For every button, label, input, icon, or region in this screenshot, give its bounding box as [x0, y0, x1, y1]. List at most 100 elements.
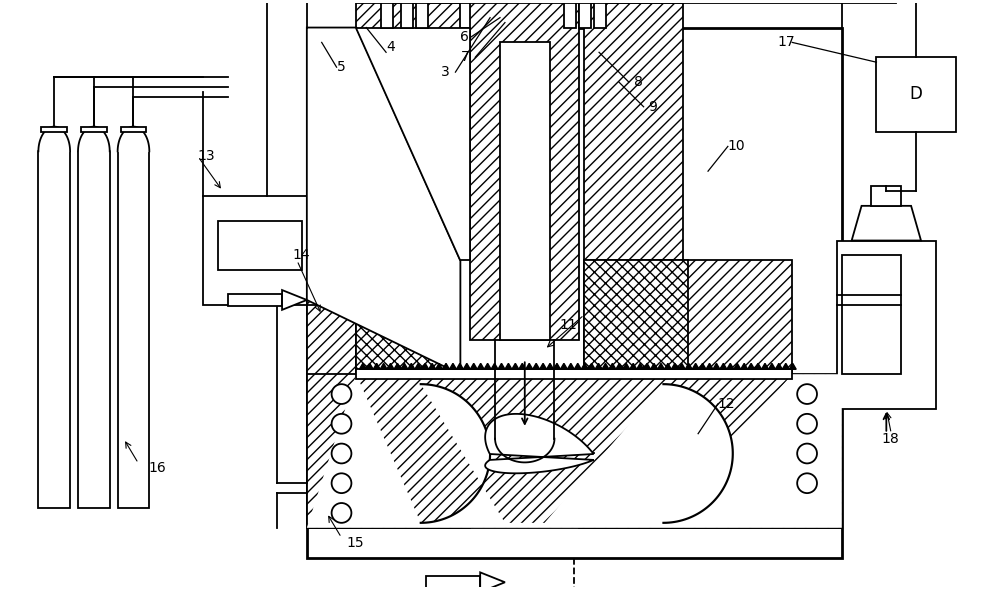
- Polygon shape: [720, 363, 727, 369]
- Polygon shape: [491, 363, 498, 369]
- Polygon shape: [307, 260, 470, 528]
- Polygon shape: [609, 363, 616, 369]
- Polygon shape: [533, 363, 540, 369]
- Polygon shape: [768, 363, 775, 369]
- Bar: [842, 255, 901, 374]
- Bar: [356, 260, 460, 374]
- Polygon shape: [526, 363, 533, 369]
- Polygon shape: [380, 363, 387, 369]
- Polygon shape: [485, 414, 594, 473]
- Polygon shape: [498, 363, 505, 369]
- Bar: [218, 221, 302, 270]
- Text: 7: 7: [460, 50, 469, 64]
- Text: 11: 11: [559, 318, 577, 332]
- Polygon shape: [685, 363, 692, 369]
- Circle shape: [797, 473, 817, 493]
- Polygon shape: [307, 28, 356, 528]
- Bar: [356, 3, 460, 260]
- Circle shape: [797, 384, 817, 404]
- Bar: [416, 3, 428, 28]
- Polygon shape: [671, 363, 678, 369]
- Bar: [203, 196, 332, 305]
- Bar: [579, 3, 591, 28]
- Text: 3: 3: [441, 65, 449, 79]
- Polygon shape: [429, 363, 436, 369]
- Polygon shape: [741, 363, 748, 369]
- Bar: [837, 241, 936, 409]
- Polygon shape: [484, 363, 491, 369]
- Text: 18: 18: [881, 432, 899, 445]
- Bar: [401, 3, 413, 28]
- Bar: [500, 42, 550, 340]
- Bar: [81, 127, 107, 132]
- Text: 10: 10: [728, 139, 745, 153]
- Polygon shape: [623, 363, 630, 369]
- Bar: [564, 3, 576, 28]
- Polygon shape: [359, 363, 366, 369]
- Bar: [381, 3, 393, 28]
- Bar: [41, 127, 67, 132]
- Polygon shape: [581, 363, 588, 369]
- Bar: [307, 28, 842, 558]
- Text: 6: 6: [460, 31, 469, 44]
- Circle shape: [332, 384, 351, 404]
- Polygon shape: [547, 363, 553, 369]
- Polygon shape: [477, 363, 484, 369]
- Polygon shape: [755, 363, 762, 369]
- Polygon shape: [456, 363, 463, 369]
- Polygon shape: [567, 363, 574, 369]
- Polygon shape: [775, 363, 782, 369]
- Bar: [594, 3, 606, 28]
- Circle shape: [332, 473, 351, 493]
- Polygon shape: [422, 363, 429, 369]
- Bar: [78, 152, 110, 508]
- Polygon shape: [762, 363, 768, 369]
- Polygon shape: [579, 260, 842, 528]
- Polygon shape: [782, 363, 789, 369]
- Bar: [118, 152, 149, 508]
- Polygon shape: [734, 363, 741, 369]
- Bar: [876, 57, 956, 132]
- Circle shape: [332, 503, 351, 523]
- Polygon shape: [394, 363, 401, 369]
- Polygon shape: [480, 572, 505, 590]
- Circle shape: [332, 414, 351, 434]
- Polygon shape: [470, 363, 477, 369]
- Text: 12: 12: [718, 397, 736, 411]
- Text: 15: 15: [346, 536, 364, 550]
- Text: 8: 8: [634, 75, 643, 89]
- Circle shape: [797, 414, 817, 434]
- Polygon shape: [356, 28, 470, 260]
- Polygon shape: [505, 363, 512, 369]
- Circle shape: [797, 444, 817, 463]
- Polygon shape: [443, 363, 449, 369]
- Polygon shape: [373, 363, 380, 369]
- Polygon shape: [706, 363, 713, 369]
- Polygon shape: [512, 363, 519, 369]
- Polygon shape: [595, 363, 602, 369]
- Polygon shape: [574, 363, 581, 369]
- Polygon shape: [282, 290, 307, 310]
- Polygon shape: [651, 363, 658, 369]
- Text: D: D: [910, 86, 922, 103]
- Polygon shape: [118, 127, 149, 152]
- Polygon shape: [644, 363, 651, 369]
- Polygon shape: [713, 363, 720, 369]
- Polygon shape: [588, 363, 595, 369]
- Text: 9: 9: [649, 100, 657, 114]
- Polygon shape: [463, 363, 470, 369]
- Polygon shape: [699, 363, 706, 369]
- Polygon shape: [366, 363, 373, 369]
- Polygon shape: [436, 363, 443, 369]
- Text: 5: 5: [337, 60, 345, 74]
- Bar: [121, 127, 146, 132]
- Polygon shape: [789, 363, 796, 369]
- Text: 13: 13: [198, 149, 215, 163]
- Polygon shape: [553, 363, 560, 369]
- Bar: [356, 369, 792, 379]
- Bar: [228, 294, 282, 306]
- Polygon shape: [560, 363, 567, 369]
- Polygon shape: [678, 363, 685, 369]
- Polygon shape: [540, 363, 547, 369]
- Polygon shape: [630, 363, 637, 369]
